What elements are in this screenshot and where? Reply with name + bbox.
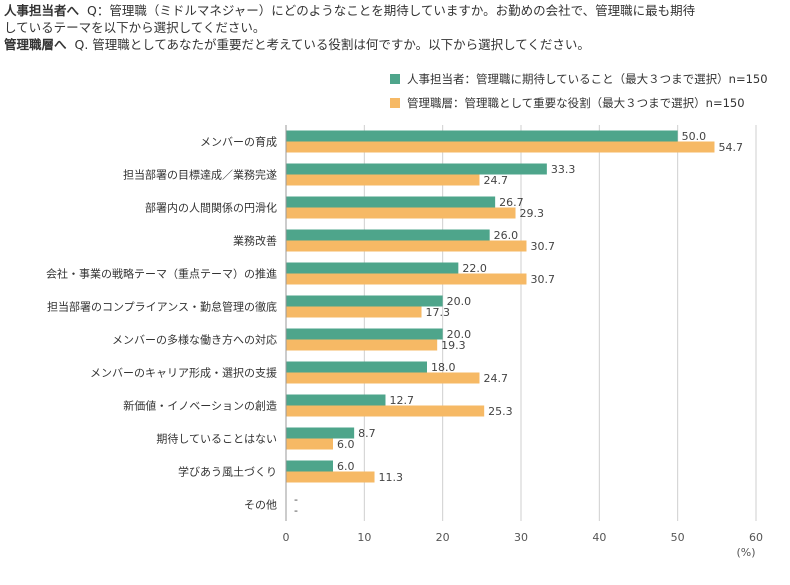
bar-manager <box>286 240 527 252</box>
legend-label-manager: 管理職層：管理職として重要な役割（最大３つまで選択）n=150 <box>407 96 745 110</box>
data-label-manager: 30.7 <box>530 240 555 253</box>
bar-hr <box>286 394 386 406</box>
category-label: 業務改善 <box>233 234 277 248</box>
legend-swatch-hr <box>390 74 400 84</box>
bar-manager <box>286 438 333 450</box>
data-label-hr: 8.7 <box>358 427 376 440</box>
category-label: 新価値・イノベーションの創造 <box>123 399 277 413</box>
bar-hr <box>286 328 443 340</box>
bar-hr <box>286 295 443 307</box>
data-label-hr: 26.0 <box>494 229 518 242</box>
x-tick-label: 60 <box>749 531 763 544</box>
data-label-manager: - <box>294 504 298 517</box>
bar-hr <box>286 361 427 373</box>
manager-question-text: Q. 管理職としてあなたが重要だと考えている役割は何ですか。以下から選択してくだ… <box>74 37 590 52</box>
data-label-hr: 26.7 <box>499 196 524 209</box>
legend-swatch-manager <box>390 98 400 108</box>
x-tick-label: 10 <box>357 531 371 544</box>
data-label-manager: 25.3 <box>488 405 513 418</box>
data-label-hr: 20.0 <box>447 295 472 308</box>
bar-manager <box>286 207 516 219</box>
data-label-hr: 18.0 <box>431 361 456 374</box>
data-label-hr: 33.3 <box>551 163 576 176</box>
chart-legend: 人事担当者：管理職に期待していること（最大３つまで選択）n=150 管理職層：管… <box>390 71 768 119</box>
hr-question-label: 人事担当者へ <box>4 3 80 18</box>
x-tick-label: 20 <box>436 531 450 544</box>
hr-question-text-1: Q：管理職（ミドルマネジャー）にどのようなことを期待していますか。お勤めの会社で… <box>87 3 696 18</box>
manager-question-label: 管理職層へ <box>4 37 67 52</box>
category-label: 会社・事業の戦略テーマ（重点テーマ）の推進 <box>46 267 277 281</box>
hr-question-line2: しているテーマを以下から選択してください。 <box>4 19 786 36</box>
legend-label-hr: 人事担当者：管理職に期待していること（最大３つまで選択）n=150 <box>407 72 768 86</box>
bar-hr <box>286 163 547 175</box>
legend-item-hr: 人事担当者：管理職に期待していること（最大３つまで選択）n=150 <box>390 71 768 87</box>
data-label-manager: 30.7 <box>530 273 555 286</box>
x-tick-label: 0 <box>283 531 290 544</box>
category-label: 部署内の人間関係の円滑化 <box>145 201 277 215</box>
data-label-hr: 6.0 <box>337 460 355 473</box>
bar-manager <box>286 141 715 153</box>
data-label-manager: 17.3 <box>426 306 451 319</box>
data-label-hr: 12.7 <box>389 394 414 407</box>
bar-manager <box>286 174 480 186</box>
x-tick-label: 30 <box>514 531 528 544</box>
x-tick-label: 40 <box>592 531 606 544</box>
data-label-manager: 54.7 <box>718 141 743 154</box>
legend-item-manager: 管理職層：管理職として重要な役割（最大３つまで選択）n=150 <box>390 95 768 111</box>
bar-manager <box>286 405 485 417</box>
bar-hr <box>286 130 678 142</box>
x-axis-unit: (%) <box>736 546 755 559</box>
x-tick-label: 50 <box>671 531 685 544</box>
bar-hr <box>286 427 355 439</box>
data-label-manager: 11.3 <box>379 471 404 484</box>
bar-hr <box>286 196 496 208</box>
bar-manager <box>286 273 527 285</box>
category-label: メンバーのキャリア形成・選択の支援 <box>90 366 277 380</box>
bar-hr <box>286 262 459 274</box>
data-label-manager: 24.7 <box>483 372 508 385</box>
category-label: 学びあう風土づくり <box>178 465 277 479</box>
manager-question-line: 管理職層へ Q. 管理職としてあなたが重要だと考えている役割は何ですか。以下から選… <box>4 36 786 53</box>
data-label-hr: - <box>294 493 298 506</box>
bar-manager <box>286 372 480 384</box>
data-label-manager: 29.3 <box>520 207 545 220</box>
data-label-manager: 24.7 <box>483 174 508 187</box>
data-label-hr: 22.0 <box>462 262 487 275</box>
data-label-hr: 50.0 <box>682 130 707 143</box>
hr-question-line1: 人事担当者へ Q：管理職（ミドルマネジャー）にどのようなことを期待していますか。お… <box>4 2 786 19</box>
data-label-manager: 19.3 <box>441 339 466 352</box>
category-label: 担当部署の目標達成／業務完遂 <box>123 168 277 182</box>
category-label: 担当部署のコンプライアンス・勤怠管理の徹底 <box>47 300 277 314</box>
bar-manager <box>286 339 438 351</box>
data-label-manager: 6.0 <box>337 438 355 451</box>
category-label: メンバーの多様な働き方への対応 <box>112 333 277 347</box>
category-label: その他 <box>244 499 277 512</box>
data-label-hr: 20.0 <box>447 328 472 341</box>
bar-manager <box>286 306 422 318</box>
question-block: 人事担当者へ Q：管理職（ミドルマネジャー）にどのようなことを期待していますか。お… <box>4 2 786 53</box>
bar-manager <box>286 471 375 483</box>
bar-hr <box>286 229 490 241</box>
category-label: メンバーの育成 <box>200 135 277 149</box>
bar-hr <box>286 460 333 472</box>
category-label: 期待していることはない <box>156 432 277 446</box>
hr-question-text-2: しているテーマを以下から選択してください。 <box>4 20 266 35</box>
